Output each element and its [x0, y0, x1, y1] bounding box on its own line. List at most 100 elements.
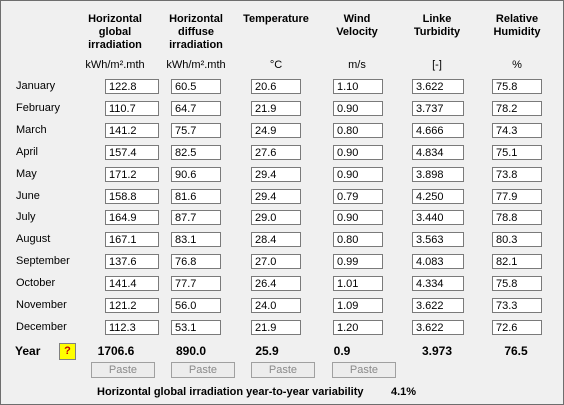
value-input[interactable]: 29.4: [251, 188, 301, 204]
value-input[interactable]: 76.8: [171, 254, 221, 270]
value-input[interactable]: 21.9: [251, 319, 301, 335]
value-input[interactable]: 4.250: [412, 188, 464, 204]
value-input[interactable]: 158.8: [105, 188, 159, 204]
value-input[interactable]: 3.563: [412, 232, 464, 248]
column-header: Linke Turbidity: [413, 13, 461, 38]
value-input[interactable]: 77.9: [492, 188, 542, 204]
month-label: November: [16, 299, 67, 311]
value-input[interactable]: 4.334: [412, 276, 464, 292]
year-value: 1706.6: [97, 344, 135, 358]
value-input[interactable]: 28.4: [251, 232, 301, 248]
value-input[interactable]: 0.90: [333, 100, 383, 116]
value-input[interactable]: 83.1: [171, 232, 221, 248]
column-unit: m/s: [348, 59, 366, 71]
value-input[interactable]: 1.20: [333, 319, 383, 335]
value-input[interactable]: 74.3: [492, 122, 542, 138]
value-input[interactable]: 29.4: [251, 166, 301, 182]
value-input[interactable]: 87.7: [171, 210, 221, 226]
value-input[interactable]: 4.666: [412, 122, 464, 138]
value-input[interactable]: 60.5: [171, 79, 221, 94]
month-label: July: [16, 211, 36, 224]
month-label: May: [16, 167, 37, 180]
value-input[interactable]: 0.80: [333, 232, 383, 248]
value-input[interactable]: 167.1: [105, 232, 159, 248]
variability-value: 4.1%: [391, 386, 417, 398]
value-input[interactable]: 3.737: [412, 100, 464, 116]
value-input[interactable]: 78.8: [492, 210, 542, 226]
value-input[interactable]: 4.083: [412, 254, 464, 270]
value-input[interactable]: 122.8: [105, 79, 159, 94]
value-input[interactable]: 64.7: [171, 100, 221, 116]
value-input[interactable]: 110.7: [105, 100, 159, 116]
value-input[interactable]: 56.0: [171, 298, 221, 313]
value-input[interactable]: 0.90: [333, 210, 383, 226]
value-input[interactable]: 90.6: [171, 166, 221, 182]
value-input[interactable]: 27.0: [251, 254, 301, 270]
value-input[interactable]: 4.834: [412, 144, 464, 160]
value-input[interactable]: 1.10: [333, 79, 383, 94]
value-input[interactable]: 82.1: [492, 254, 542, 270]
value-input[interactable]: 75.8: [492, 276, 542, 292]
column-header: Horizontal global irradiation: [88, 13, 142, 51]
value-input[interactable]: 77.7: [171, 276, 221, 292]
value-input[interactable]: 75.7: [171, 122, 221, 138]
year-label: Year: [15, 344, 41, 358]
value-input[interactable]: 73.8: [492, 166, 542, 182]
value-input[interactable]: 3.622: [412, 298, 464, 313]
column-header: Relative Humidity: [493, 13, 541, 38]
column-unit: kWh/m².mth: [85, 59, 145, 71]
value-input[interactable]: 0.79: [333, 188, 383, 204]
value-input[interactable]: 73.3: [492, 298, 542, 313]
value-input[interactable]: 0.90: [333, 144, 383, 160]
value-input[interactable]: 3.440: [412, 210, 464, 226]
value-input[interactable]: 157.4: [105, 144, 159, 160]
paste-button[interactable]: Paste: [332, 362, 396, 378]
value-input[interactable]: 171.2: [105, 166, 159, 182]
paste-button[interactable]: Paste: [251, 362, 315, 378]
value-input[interactable]: 141.4: [105, 276, 159, 292]
year-value: 3.973: [421, 344, 453, 358]
year-value: 890.0: [175, 344, 207, 358]
paste-button[interactable]: Paste: [171, 362, 235, 378]
column-unit: °C: [269, 59, 283, 71]
month-label: February: [16, 101, 61, 114]
value-input[interactable]: 75.1: [492, 144, 542, 160]
value-input[interactable]: 75.8: [492, 79, 542, 94]
month-label: September: [16, 255, 70, 268]
value-input[interactable]: 3.898: [412, 166, 464, 182]
value-input[interactable]: 0.90: [333, 166, 383, 182]
value-input[interactable]: 81.6: [171, 188, 221, 204]
value-input[interactable]: 137.6: [105, 254, 159, 270]
value-input[interactable]: 72.6: [492, 319, 542, 335]
paste-button[interactable]: Paste: [91, 362, 155, 378]
month-label: October: [16, 277, 56, 290]
year-value: 76.5: [504, 344, 528, 358]
value-input[interactable]: 24.0: [251, 298, 301, 313]
value-input[interactable]: 112.3: [105, 319, 159, 335]
value-input[interactable]: 0.80: [333, 122, 383, 138]
value-input[interactable]: 24.9: [251, 122, 301, 138]
value-input[interactable]: 53.1: [171, 319, 221, 335]
value-input[interactable]: 164.9: [105, 210, 159, 226]
value-input[interactable]: 27.6: [251, 144, 301, 160]
value-input[interactable]: 80.3: [492, 232, 542, 248]
value-input[interactable]: 1.09: [333, 298, 383, 313]
column-header: Horizontal diffuse irradiation: [169, 13, 223, 51]
value-input[interactable]: 29.0: [251, 210, 301, 226]
help-button[interactable]: ?: [59, 343, 76, 360]
value-input[interactable]: 26.4: [251, 276, 301, 292]
value-input[interactable]: 3.622: [412, 79, 464, 94]
value-input[interactable]: 121.2: [105, 298, 159, 313]
value-input[interactable]: 82.5: [171, 144, 221, 160]
value-input[interactable]: 21.9: [251, 100, 301, 116]
value-input[interactable]: 3.622: [412, 319, 464, 335]
value-input[interactable]: 1.01: [333, 276, 383, 292]
month-label: January: [16, 80, 56, 92]
value-input[interactable]: 78.2: [492, 100, 542, 116]
month-label: April: [16, 145, 39, 158]
value-input[interactable]: 0.99: [333, 254, 383, 270]
month-label: June: [16, 189, 40, 202]
value-input[interactable]: 141.2: [105, 122, 159, 138]
value-input[interactable]: 20.6: [251, 79, 301, 94]
